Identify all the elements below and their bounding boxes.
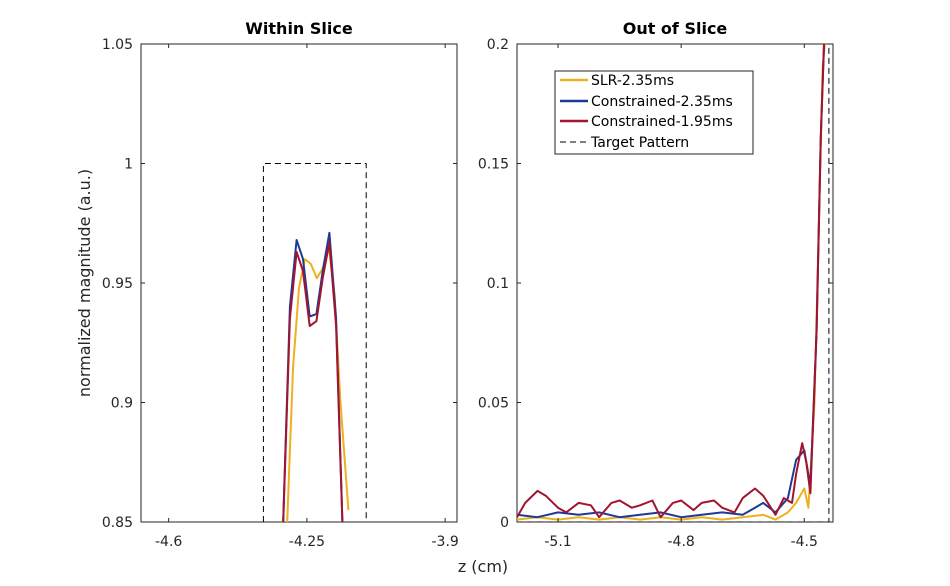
within-slice-x-tick-label: -4.25 xyxy=(289,534,325,550)
legend-label-slr: SLR-2.35ms xyxy=(591,73,674,89)
out-of-slice-panel: -5.1 -4.8 -4.5 0 0.05 0.1 0.15 0.2 Out of Slic… xyxy=(478,19,834,550)
out-of-slice-series xyxy=(517,44,830,522)
legend-label-constrained-235: Constrained-2.35ms xyxy=(591,94,733,110)
legend: SLR-2.35ms Constrained-2.35ms Constraine… xyxy=(554,70,754,155)
within-slice-x-tick-label: -4.6 xyxy=(155,534,182,550)
out-of-slice-plot-area xyxy=(517,44,830,522)
within-slice-y-tick-label: 0.9 xyxy=(111,396,133,412)
within-slice-series-constrained-1-95ms xyxy=(282,241,344,522)
within-slice-series-target-pattern xyxy=(262,163,367,522)
x-axis-label: z (cm) xyxy=(458,557,508,576)
within-slice-title: Within Slice xyxy=(245,19,353,38)
out-of-slice-series-target-pattern xyxy=(517,44,830,522)
within-slice-x-tick-label: -3.9 xyxy=(431,534,458,550)
within-slice-plot-area xyxy=(262,163,367,522)
within-slice-y-tick-label: 1 xyxy=(124,157,133,173)
within-slice-panel: -4.6 -4.25 -3.9 0.85 0.9 0.95 1 1.05 Within Sl… xyxy=(102,19,459,550)
legend-label-target: Target Pattern xyxy=(590,135,689,151)
out-of-slice-y-ticks: 0 0.05 0.1 0.15 0.2 xyxy=(478,37,833,531)
legend-label-constrained-195: Constrained-1.95ms xyxy=(591,114,733,130)
legend-box xyxy=(554,70,754,155)
out-of-slice-series-constrained-1-95ms xyxy=(517,44,825,519)
within-slice-series xyxy=(262,163,367,522)
out-of-slice-y-tick-label: 0.05 xyxy=(478,396,509,412)
out-of-slice-title: Out of Slice xyxy=(623,19,728,38)
y-axis-label: normalized magnitude (a.u.) xyxy=(75,169,94,397)
within-slice-y-ticks: 0.85 0.9 0.95 1 1.05 xyxy=(102,37,457,531)
out-of-slice-x-tick-label: -4.8 xyxy=(667,534,694,550)
out-of-slice-x-tick-label: -4.5 xyxy=(791,534,818,550)
out-of-slice-y-tick-label: 0 xyxy=(500,515,509,531)
within-slice-x-ticks: -4.6 -4.25 -3.9 xyxy=(155,44,459,550)
out-of-slice-y-tick-label: 0.2 xyxy=(487,37,509,53)
out-of-slice-x-tick-label: -5.1 xyxy=(544,534,571,550)
within-slice-y-tick-label: 0.95 xyxy=(102,276,133,292)
within-slice-y-tick-label: 1.05 xyxy=(102,37,133,53)
out-of-slice-y-tick-label: 0.1 xyxy=(487,276,509,292)
within-slice-y-tick-label: 0.85 xyxy=(102,515,133,531)
out-of-slice-y-tick-label: 0.15 xyxy=(478,157,509,173)
out-of-slice-x-ticks: -5.1 -4.8 -4.5 xyxy=(544,44,818,550)
